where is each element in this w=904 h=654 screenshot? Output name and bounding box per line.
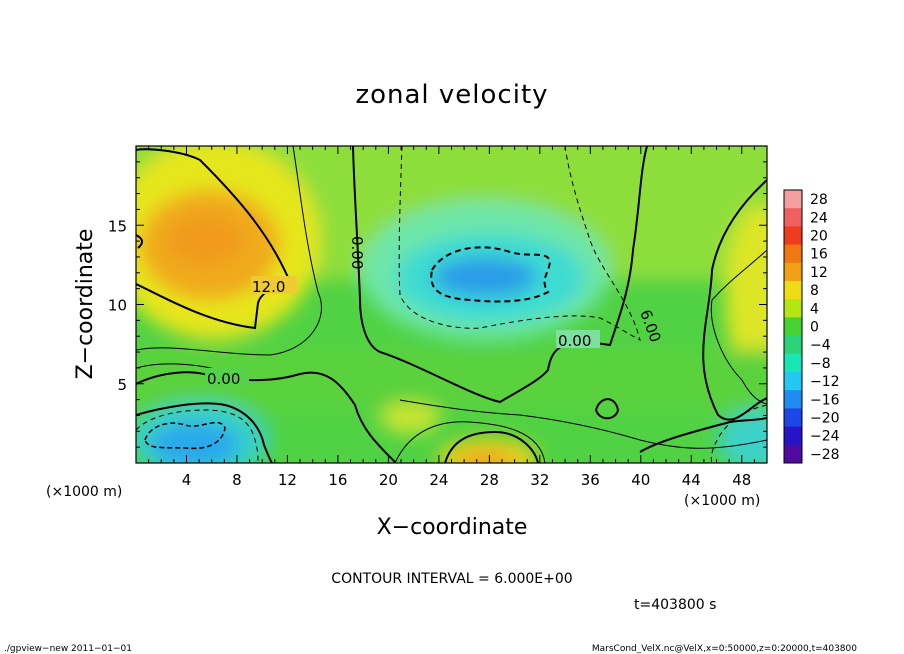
contour-label-zero-b: 0.00 bbox=[558, 332, 591, 350]
colorbar-label: −20 bbox=[810, 411, 840, 427]
field-blobs bbox=[136, 146, 767, 463]
colorbar-swatch bbox=[784, 444, 802, 464]
field-orange-core bbox=[167, 215, 243, 265]
footer-left: ./gpview−new 2011−01−01 bbox=[4, 644, 132, 654]
colorbar-swatch bbox=[784, 335, 802, 355]
colorbar-swatch bbox=[784, 244, 802, 264]
colorbar-swatch bbox=[784, 262, 802, 282]
y-axis-title: Z−coordinate bbox=[73, 229, 98, 380]
y-tick-label: 10 bbox=[108, 297, 127, 315]
contour-label-12: 12.0 bbox=[252, 278, 285, 296]
contour-label-zero-c: 0.00 bbox=[348, 236, 366, 269]
plot-area: 12.0 0.00 0.00 0.00 6.00 bbox=[136, 146, 767, 463]
x-axis-title: X−coordinate bbox=[377, 515, 528, 540]
x-tick-label: 24 bbox=[429, 471, 448, 489]
contour-neg6-mid bbox=[398, 146, 641, 341]
colorbar: 28 24 20 16 12 8 4 0 −4 −8 −12 −16 −20 −24 −28 bbox=[783, 189, 840, 464]
x-tick-label: 8 bbox=[232, 471, 242, 489]
x-tick-label: 20 bbox=[379, 471, 398, 489]
x-axis: 4 8 12 16 20 24 28 32 36 40 44 48 bbox=[148, 146, 755, 489]
colorbar-label: 20 bbox=[810, 229, 828, 245]
colorbar-label: −12 bbox=[810, 374, 840, 390]
contour-6-upper-right bbox=[710, 249, 767, 405]
field-blue-lower-left bbox=[150, 423, 240, 463]
colorbar-swatch bbox=[784, 299, 802, 318]
contour-label-bg-zero-a bbox=[205, 368, 249, 386]
footer-right: MarsCond_VelX.nc@VelX,x=0:50000,z=0:2000… bbox=[592, 644, 857, 654]
contour-zero-loop bbox=[594, 398, 620, 420]
x-tick-label: 12 bbox=[278, 471, 297, 489]
contour-label-bg-zero-b bbox=[556, 330, 600, 348]
field-cyan-lower-right bbox=[717, 410, 767, 463]
colorbar-swatch bbox=[784, 408, 802, 428]
contour-zero-right-lower bbox=[639, 417, 767, 453]
contour-interval-text: CONTOUR INTERVAL = 6.000E+00 bbox=[331, 571, 572, 587]
x-tick-label: 36 bbox=[581, 471, 600, 489]
x-unit-label: (×1000 m) bbox=[684, 493, 760, 509]
contour-neg12-lower-left bbox=[144, 421, 226, 450]
field-blue-mid bbox=[433, 257, 537, 297]
colorbar-swatch bbox=[784, 317, 802, 337]
contour-6-lower-mid bbox=[399, 399, 767, 449]
x-tick-label: 16 bbox=[328, 471, 347, 489]
contour-zero-bottom-left bbox=[136, 402, 273, 463]
x-tick-label: 4 bbox=[182, 471, 192, 489]
chart-title: zonal velocity bbox=[355, 80, 548, 110]
colorbar-label: −16 bbox=[810, 392, 840, 408]
contour-12-left bbox=[136, 234, 144, 249]
colorbar-label: 28 bbox=[810, 192, 828, 208]
colorbar-swatch bbox=[784, 190, 802, 209]
colorbar-label: −8 bbox=[810, 356, 831, 372]
x-tick-label: 32 bbox=[530, 471, 549, 489]
colorbar-label: −28 bbox=[810, 447, 840, 463]
colorbar-label: 12 bbox=[810, 265, 828, 281]
contour-zero-bottom-mid bbox=[444, 430, 539, 463]
x-tick-label: 44 bbox=[682, 471, 701, 489]
colorbar-swatch bbox=[784, 390, 802, 409]
contour-label-zero-a: 0.00 bbox=[207, 370, 240, 388]
colorbar-swatch bbox=[784, 426, 802, 446]
y-unit-label: (×1000 m) bbox=[46, 484, 122, 500]
y-axis: 5 10 15 bbox=[108, 161, 767, 448]
contour-neg12-mid bbox=[430, 246, 552, 303]
colorbar-label: −24 bbox=[810, 429, 840, 445]
contours bbox=[136, 146, 767, 463]
colorbar-label: 8 bbox=[810, 283, 819, 299]
colorbar-swatch bbox=[784, 208, 802, 227]
colorbar-swatch bbox=[784, 281, 802, 300]
contour-zero-right bbox=[702, 179, 767, 421]
field-orange-bottom bbox=[457, 452, 513, 463]
contour-zero-upper bbox=[352, 146, 648, 404]
y-tick-label: 5 bbox=[117, 376, 127, 394]
colorbar-frame bbox=[783, 189, 803, 464]
y-tick-label: 15 bbox=[108, 217, 127, 235]
contour-neg6-lower-right bbox=[710, 404, 767, 463]
colorbar-swatch bbox=[784, 353, 802, 373]
contour-6-bottom bbox=[394, 421, 546, 463]
colorbar-swatch bbox=[784, 226, 802, 246]
x-tick-label: 28 bbox=[480, 471, 499, 489]
time-text: t=403800 s bbox=[634, 597, 716, 613]
x-tick-label: 40 bbox=[631, 471, 650, 489]
contour-label-bg-12 bbox=[251, 276, 297, 294]
colorbar-label: 0 bbox=[810, 320, 819, 336]
colorbar-label: 24 bbox=[810, 210, 828, 226]
field-yellow-right bbox=[725, 205, 767, 385]
x-tick-label: 48 bbox=[732, 471, 751, 489]
contour-zero-lower bbox=[136, 371, 396, 463]
colorbar-label: 16 bbox=[810, 247, 828, 263]
field-yellow-lower-mid bbox=[380, 402, 440, 434]
colorbar-swatch bbox=[784, 372, 802, 391]
colorbar-label: 4 bbox=[810, 301, 819, 317]
colorbar-label: −4 bbox=[810, 338, 831, 354]
contour-6-upper bbox=[136, 146, 322, 356]
